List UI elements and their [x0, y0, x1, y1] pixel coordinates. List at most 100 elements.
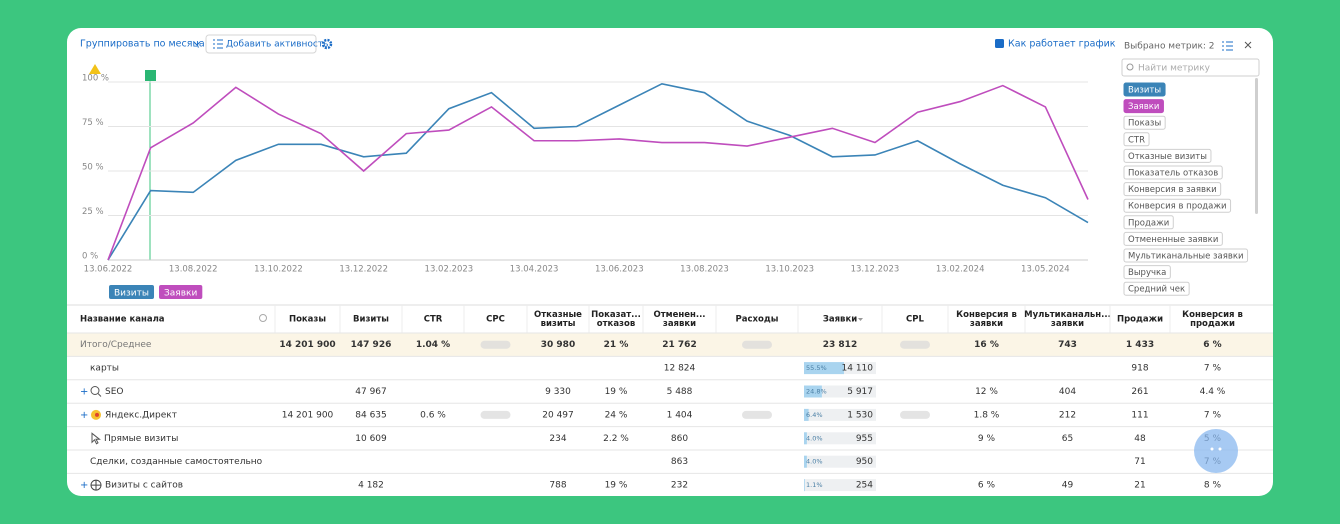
cell-value: 16 % — [974, 340, 999, 350]
add-activity-button[interactable] — [205, 34, 317, 54]
share-bar — [804, 408, 809, 421]
activity-marker[interactable] — [145, 70, 156, 81]
column-header[interactable]: Отменен... — [653, 310, 705, 320]
cell-value: 232 — [671, 481, 688, 491]
expand-button[interactable]: + — [80, 387, 88, 398]
metric-search[interactable] — [1121, 58, 1260, 77]
metric-item[interactable]: Мультиканальные заявки — [1123, 248, 1249, 263]
column-header[interactable]: заявки — [970, 319, 1003, 329]
close-icon[interactable] — [1244, 41, 1252, 49]
metric-item[interactable]: Конверсия в продажи — [1123, 198, 1232, 213]
help-button[interactable] — [1194, 429, 1238, 473]
cell-value: 23 812 — [823, 340, 857, 350]
column-header[interactable]: Конверсия в — [956, 310, 1017, 320]
column-header[interactable]: Продажи — [1117, 315, 1163, 325]
cell-value: 71 — [1134, 457, 1145, 467]
cell-value: 1 404 — [667, 410, 693, 420]
x-tick-label: 13.06.2023 — [595, 265, 644, 275]
metric-item[interactable]: Показы — [1123, 115, 1166, 130]
metric-pill — [1123, 281, 1190, 296]
list-view-icon[interactable] — [1222, 41, 1233, 51]
expand-button[interactable]: + — [80, 410, 88, 421]
y-tick-label: 50 % — [82, 163, 104, 173]
add-activity[interactable]: Добавить активность — [226, 40, 328, 50]
cell-value: 14 201 900 — [282, 410, 334, 420]
column-header[interactable]: Конверсия в — [1182, 310, 1243, 320]
cell-value: 212 — [1059, 410, 1076, 420]
scrollbar[interactable] — [1255, 78, 1258, 214]
metric-pill — [1123, 82, 1166, 97]
metric-item[interactable]: Отказные визиты — [1123, 148, 1212, 163]
column-header[interactable]: Визиты — [353, 315, 389, 325]
column-header[interactable]: заявки — [1051, 319, 1084, 329]
column-header[interactable]: Расходы — [736, 315, 779, 325]
x-tick-label: 13.02.2023 — [425, 265, 474, 275]
how-it-works[interactable]: Как работает график — [1008, 39, 1116, 50]
column-header[interactable]: продажи — [1190, 319, 1235, 329]
dropdown-icon[interactable] — [193, 41, 201, 46]
metric-item[interactable]: Конверсия в заявки — [1123, 182, 1222, 197]
cursor-icon — [91, 432, 101, 445]
cell-value: 7 % — [1204, 364, 1222, 374]
column-header[interactable]: CTR — [424, 315, 443, 325]
hidden-value — [900, 340, 930, 349]
list-icon — [213, 39, 223, 49]
column-header[interactable]: CPL — [906, 315, 924, 325]
share-track — [804, 455, 876, 468]
search-icon — [259, 314, 267, 322]
metric-item[interactable]: CTR — [1123, 132, 1150, 147]
hidden-value — [900, 410, 930, 419]
cell-value: 918 — [1131, 364, 1148, 374]
cell-value: 20 497 — [542, 410, 574, 420]
metric-pill — [1123, 148, 1212, 163]
card — [67, 28, 1273, 496]
cell-value: 6 % — [1203, 340, 1221, 350]
column-header[interactable]: CPC — [486, 315, 505, 325]
metric-item[interactable]: Отмененные заявки — [1123, 231, 1223, 246]
share-label: 4.0% — [806, 434, 823, 442]
legend-label: Визиты — [114, 289, 149, 299]
settings-icon[interactable] — [321, 38, 333, 50]
metric-item[interactable]: Выручка — [1123, 265, 1171, 280]
search-icon — [1126, 63, 1134, 71]
total-row-bg — [67, 333, 1273, 357]
column-header[interactable]: заявки — [663, 319, 696, 329]
series-line — [107, 84, 1089, 261]
metric-pill — [1123, 182, 1222, 197]
metric-pill — [1123, 248, 1249, 263]
column-header[interactable]: Отказные — [534, 310, 582, 320]
legend-item[interactable]: Визиты — [109, 285, 155, 299]
y-tick-label: 75 % — [82, 118, 104, 128]
column-header[interactable]: Название канала — [80, 315, 165, 325]
expand-button[interactable]: + — [80, 480, 88, 491]
column-header[interactable]: Показат... — [591, 310, 641, 320]
series-line — [107, 82, 1089, 261]
share-bar — [804, 479, 805, 492]
share-track — [804, 479, 876, 492]
cell-value: 84 635 — [355, 410, 387, 420]
cell-value: 261 — [1131, 387, 1148, 397]
seo-icon — [90, 386, 100, 395]
legend-item[interactable]: Заявки — [159, 285, 203, 299]
warning-icon[interactable] — [89, 64, 101, 74]
column-header[interactable]: Показы — [289, 315, 326, 325]
column-header[interactable]: визиты — [541, 319, 576, 329]
metric-label: Выручка — [1128, 268, 1166, 278]
cell-value: 743 — [1058, 340, 1077, 350]
cell-value: 8 % — [1204, 481, 1222, 491]
metric-item[interactable]: Продажи — [1123, 215, 1174, 230]
metric-item[interactable]: Визиты — [1123, 82, 1166, 97]
share-bar — [804, 455, 807, 468]
metric-item[interactable]: Заявки — [1123, 99, 1164, 114]
metric-item[interactable]: Средний чек — [1123, 281, 1190, 296]
cell-value: 2.2 % — [603, 434, 629, 444]
column-header[interactable]: отказов — [597, 319, 635, 329]
cell-value: 21 762 — [662, 340, 696, 350]
metric-item[interactable]: Показатель отказов — [1123, 165, 1223, 180]
cell-value: 21 — [1134, 481, 1145, 491]
column-header[interactable]: Заявки — [823, 315, 857, 325]
group-by[interactable]: Группировать по месяцам — [80, 39, 212, 50]
hidden-value — [480, 410, 511, 419]
cell-value: 1 530 — [847, 410, 873, 420]
column-header[interactable]: Мультиканальн... — [1024, 310, 1111, 320]
